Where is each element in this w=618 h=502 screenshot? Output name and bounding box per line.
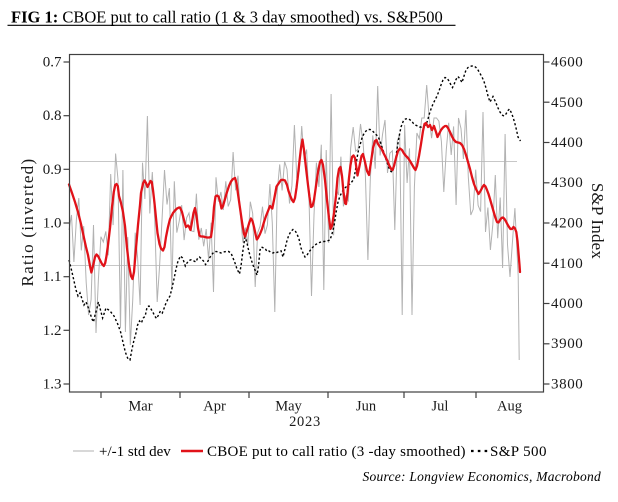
svg-text:S&P 500: S&P 500 — [490, 444, 547, 460]
svg-text:4200: 4200 — [551, 216, 583, 232]
svg-text:Source: Longview Economics, Ma: Source: Longview Economics, Macrobond — [363, 469, 601, 484]
svg-text:4000: 4000 — [551, 296, 583, 312]
svg-text:+/-1 std dev: +/-1 std dev — [99, 444, 171, 460]
svg-text:Aug: Aug — [497, 399, 522, 415]
svg-text:0.8: 0.8 — [43, 108, 62, 124]
svg-text:3800: 3800 — [551, 377, 583, 393]
svg-text:Apr: Apr — [203, 399, 226, 415]
svg-text:Mar: Mar — [128, 399, 152, 415]
svg-text:FIG 1: CBOE put to call ratio: FIG 1: CBOE put to call ratio (1 & 3 day… — [11, 8, 443, 27]
svg-text:CBOE put to call ratio (3 -day: CBOE put to call ratio (3 -day smoothed) — [207, 444, 466, 460]
svg-text:Ratio (inverted): Ratio (inverted) — [18, 158, 37, 287]
svg-text:Jul: Jul — [432, 399, 449, 415]
svg-text:1.1: 1.1 — [43, 269, 62, 285]
svg-text:0.9: 0.9 — [43, 162, 62, 178]
svg-text:4600: 4600 — [551, 55, 583, 71]
svg-text:4100: 4100 — [551, 256, 583, 272]
svg-text:May: May — [275, 399, 302, 415]
svg-text:Jun: Jun — [356, 399, 377, 415]
svg-text:4500: 4500 — [551, 95, 583, 111]
svg-text:4300: 4300 — [551, 175, 583, 191]
svg-text:3900: 3900 — [551, 336, 583, 352]
svg-text:2023: 2023 — [289, 414, 321, 430]
svg-text:1.2: 1.2 — [43, 323, 62, 339]
svg-text:0.7: 0.7 — [43, 55, 62, 71]
svg-text:4400: 4400 — [551, 135, 583, 151]
svg-text:1.0: 1.0 — [43, 216, 62, 232]
svg-text:S&P Index: S&P Index — [588, 183, 607, 260]
svg-text:1.3: 1.3 — [43, 377, 62, 393]
